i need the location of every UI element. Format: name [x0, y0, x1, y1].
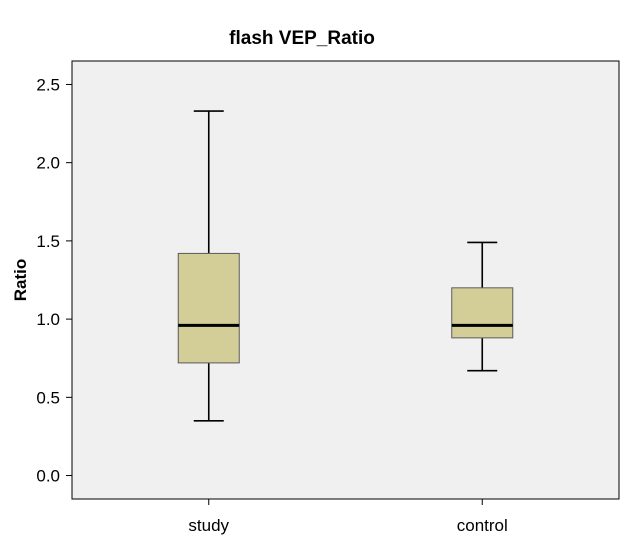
y-tick-label: 2.0 — [36, 154, 60, 173]
x-category-label: control — [457, 516, 508, 535]
x-category-label: study — [188, 516, 229, 535]
chart-title: flash VEP_Ratio — [229, 28, 375, 49]
box-control — [451, 241, 514, 372]
iqr-box — [451, 287, 514, 339]
y-tick-label: 0.5 — [36, 388, 60, 407]
y-tick-label: 1.0 — [36, 310, 60, 329]
x-axis: study control — [188, 499, 508, 535]
y-axis-label: Ratio — [11, 259, 30, 302]
y-tick-label: 2.5 — [36, 75, 60, 94]
y-tick-label: 0.0 — [36, 467, 60, 486]
box-study — [177, 110, 240, 422]
box-series — [177, 110, 514, 422]
y-tick-label: 1.5 — [36, 232, 60, 251]
plot-area — [71, 60, 620, 500]
iqr-box — [177, 252, 240, 364]
y-axis: 0.0 0.5 1.0 1.5 2.0 2.5 — [36, 75, 72, 486]
